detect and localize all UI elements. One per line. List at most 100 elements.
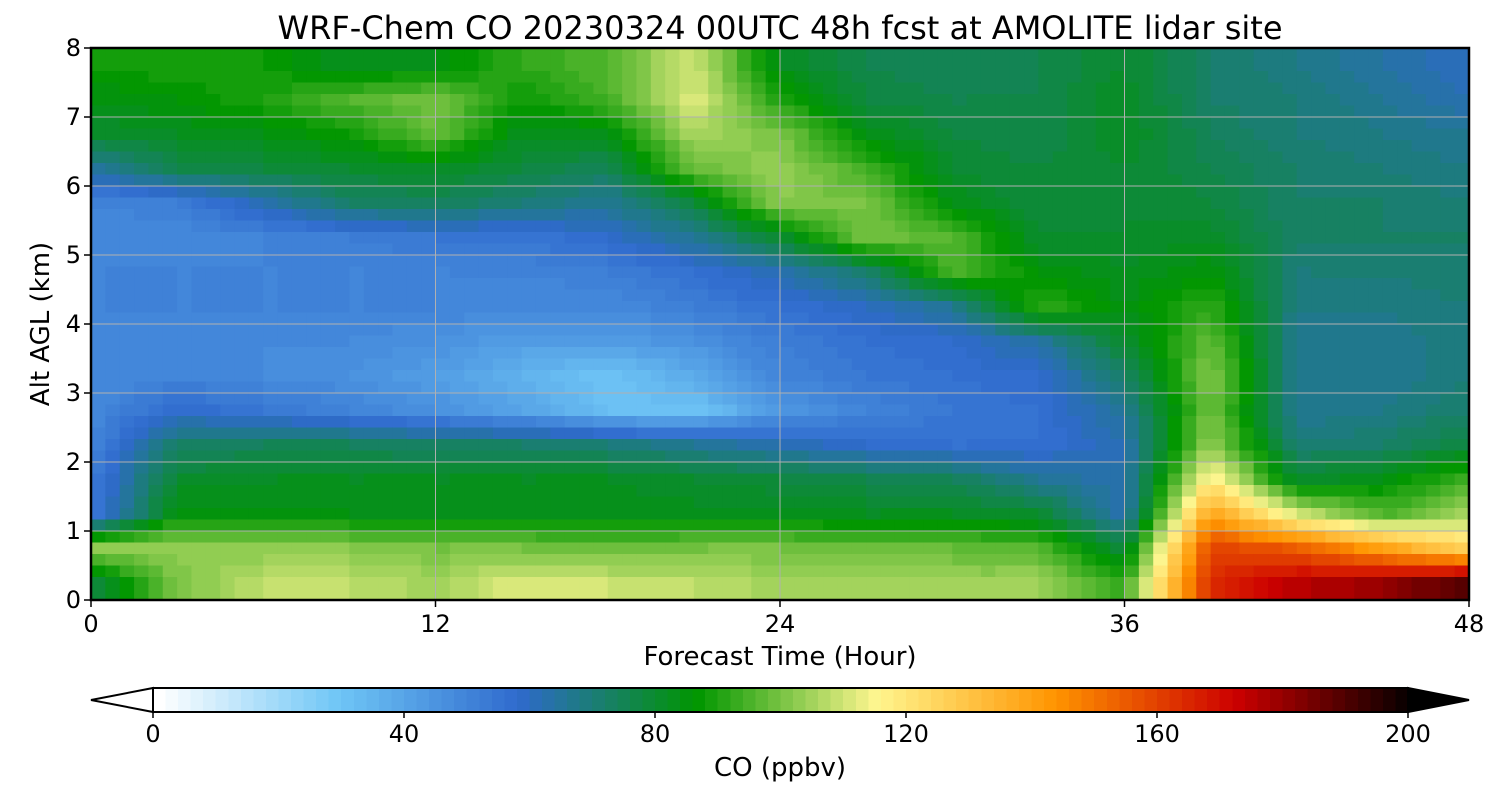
field-cell	[765, 209, 781, 222]
field-cell	[134, 427, 150, 440]
field-cell	[665, 209, 681, 222]
field-cell	[1038, 370, 1054, 383]
field-cell	[492, 289, 508, 302]
field-cell	[1425, 347, 1441, 360]
field-cell	[1253, 393, 1269, 406]
field-cell	[406, 542, 422, 555]
field-cell	[1440, 186, 1456, 199]
field-cell	[866, 278, 882, 291]
field-cell	[1354, 335, 1370, 348]
field-cell	[507, 312, 523, 325]
field-cell	[665, 94, 681, 107]
field-cell	[1354, 427, 1370, 440]
field-cell	[1181, 312, 1197, 325]
field-cell	[1268, 358, 1283, 371]
field-cell	[952, 565, 968, 578]
field-cell	[349, 324, 365, 337]
field-cell	[851, 519, 867, 532]
field-cell	[421, 255, 437, 268]
field-cell	[1440, 209, 1456, 222]
field-cell	[191, 496, 207, 509]
field-cell	[1224, 140, 1240, 153]
field-cell	[736, 335, 752, 348]
field-cell	[1009, 278, 1025, 291]
field-cell	[722, 496, 738, 509]
field-cell	[435, 531, 451, 544]
field-cell	[837, 220, 853, 233]
field-cell	[1325, 496, 1341, 509]
field-cell	[1038, 151, 1054, 164]
field-cell	[349, 450, 365, 463]
field-cell	[923, 94, 939, 107]
field-cell	[134, 393, 150, 406]
field-cell	[291, 151, 307, 164]
field-cell	[1052, 462, 1068, 475]
field-cell	[823, 186, 839, 199]
field-cell	[937, 174, 953, 187]
field-cell	[378, 71, 394, 84]
field-cell	[1311, 59, 1327, 72]
field-cell	[693, 289, 709, 302]
field-cell	[780, 94, 795, 107]
field-cell	[148, 94, 164, 107]
field-cell	[148, 163, 164, 176]
field-cell	[1124, 393, 1140, 406]
field-cell	[937, 117, 953, 130]
field-cell	[650, 312, 666, 325]
field-cell	[837, 554, 853, 567]
field-cell	[1009, 312, 1025, 325]
field-cell	[894, 151, 910, 164]
field-cell	[205, 312, 221, 325]
field-cell	[1411, 416, 1427, 429]
field-cell	[521, 588, 537, 600]
field-cell	[1124, 71, 1140, 84]
field-cell	[622, 404, 638, 417]
field-cell	[980, 186, 996, 199]
field-cell	[736, 82, 752, 95]
field-cell	[693, 565, 709, 578]
field-cell	[1138, 220, 1154, 233]
field-cell	[205, 255, 221, 268]
field-cell	[636, 393, 652, 406]
field-cell	[1224, 232, 1240, 245]
field-cell	[894, 220, 910, 233]
field-cell	[105, 554, 121, 567]
field-cell	[435, 450, 451, 463]
field-cell	[909, 128, 925, 141]
field-cell	[1067, 266, 1083, 279]
field-cell	[521, 266, 537, 279]
field-cell	[1167, 427, 1183, 440]
field-cell	[320, 554, 336, 567]
field-cell	[708, 416, 724, 429]
field-cell	[1009, 393, 1025, 406]
field-cell	[378, 335, 394, 348]
field-cell	[1296, 140, 1312, 153]
field-cell	[866, 266, 882, 279]
field-cell	[263, 232, 279, 245]
field-cell	[507, 105, 523, 118]
field-cell	[91, 197, 106, 210]
field-cell	[492, 186, 508, 199]
field-cell	[564, 105, 580, 118]
field-cell	[1081, 163, 1097, 176]
field-cell	[421, 335, 437, 348]
field-cell	[162, 197, 178, 210]
field-cell	[550, 255, 566, 268]
field-cell	[162, 266, 178, 279]
field-cell	[693, 485, 709, 498]
field-cell	[1239, 519, 1255, 532]
field-cell	[406, 508, 422, 521]
field-cell	[550, 324, 566, 337]
field-cell	[751, 416, 767, 429]
field-cell	[378, 301, 394, 314]
field-cell	[923, 450, 939, 463]
field-cell	[1325, 335, 1341, 348]
field-cell	[1095, 577, 1111, 590]
field-cell	[205, 404, 221, 417]
field-cell	[507, 128, 523, 141]
field-cell	[363, 347, 379, 360]
field-cell	[1110, 496, 1126, 509]
field-cell	[1009, 174, 1025, 187]
field-cell	[1024, 531, 1039, 544]
field-cell	[995, 324, 1011, 337]
